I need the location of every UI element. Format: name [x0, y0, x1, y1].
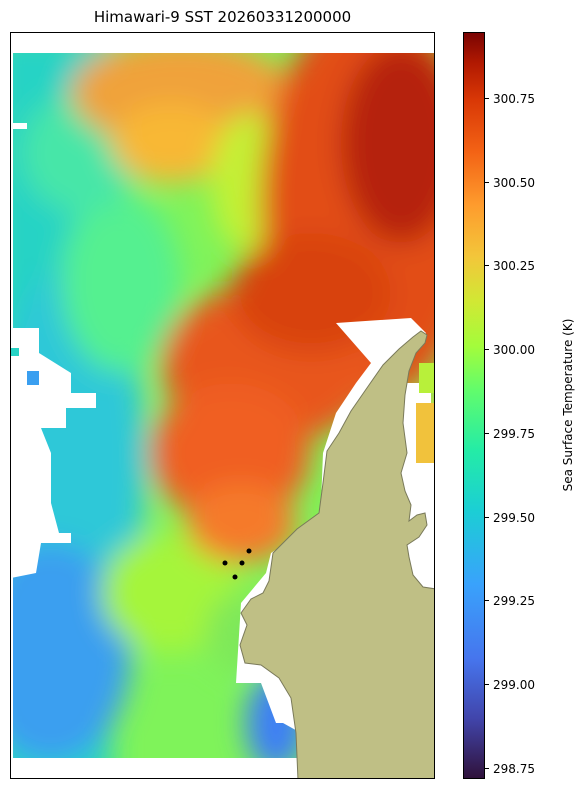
- colorbar-tick-label: 300.75: [493, 91, 535, 106]
- colorbar-tick-label: 299.25: [493, 594, 535, 609]
- colorbar-tick-label: 299.50: [493, 510, 535, 525]
- colorbar-tick: 298.75: [485, 763, 535, 775]
- colorbar-label: Sea Surface Temperature (K): [561, 318, 575, 492]
- sst-map-svg: [11, 33, 434, 778]
- land-mass: [239, 330, 434, 778]
- station-marker: [232, 574, 238, 580]
- colorbar-tick: 299.00: [485, 679, 535, 691]
- map-title: Himawari-9 SST 20260331200000: [93, 8, 352, 26]
- colorbar-tick: 300.00: [485, 344, 535, 356]
- colorbar-tick-label: 299.00: [493, 678, 535, 693]
- colorbar-tick-label: 298.75: [493, 761, 535, 776]
- colorbar-tick: 300.25: [485, 260, 535, 272]
- colorbar-tick: 300.75: [485, 93, 535, 105]
- map-panel[interactable]: [10, 32, 435, 779]
- colorbar: [463, 32, 485, 779]
- colorbar-tick: 299.75: [485, 428, 535, 440]
- colorbar-tick: 299.50: [485, 512, 535, 524]
- station-marker: [239, 560, 245, 566]
- colorbar-tick: 299.25: [485, 595, 535, 607]
- station-marker: [246, 548, 252, 554]
- station-markers: [222, 548, 252, 580]
- colorbar-tick-label: 300.25: [493, 259, 535, 274]
- colorbar-tick-label: 299.75: [493, 426, 535, 441]
- colorbar-tick-label: 300.00: [493, 343, 535, 358]
- colorbar-tick-label: 300.50: [493, 175, 535, 190]
- station-marker: [222, 560, 228, 566]
- colorbar-tick: 300.50: [485, 177, 535, 189]
